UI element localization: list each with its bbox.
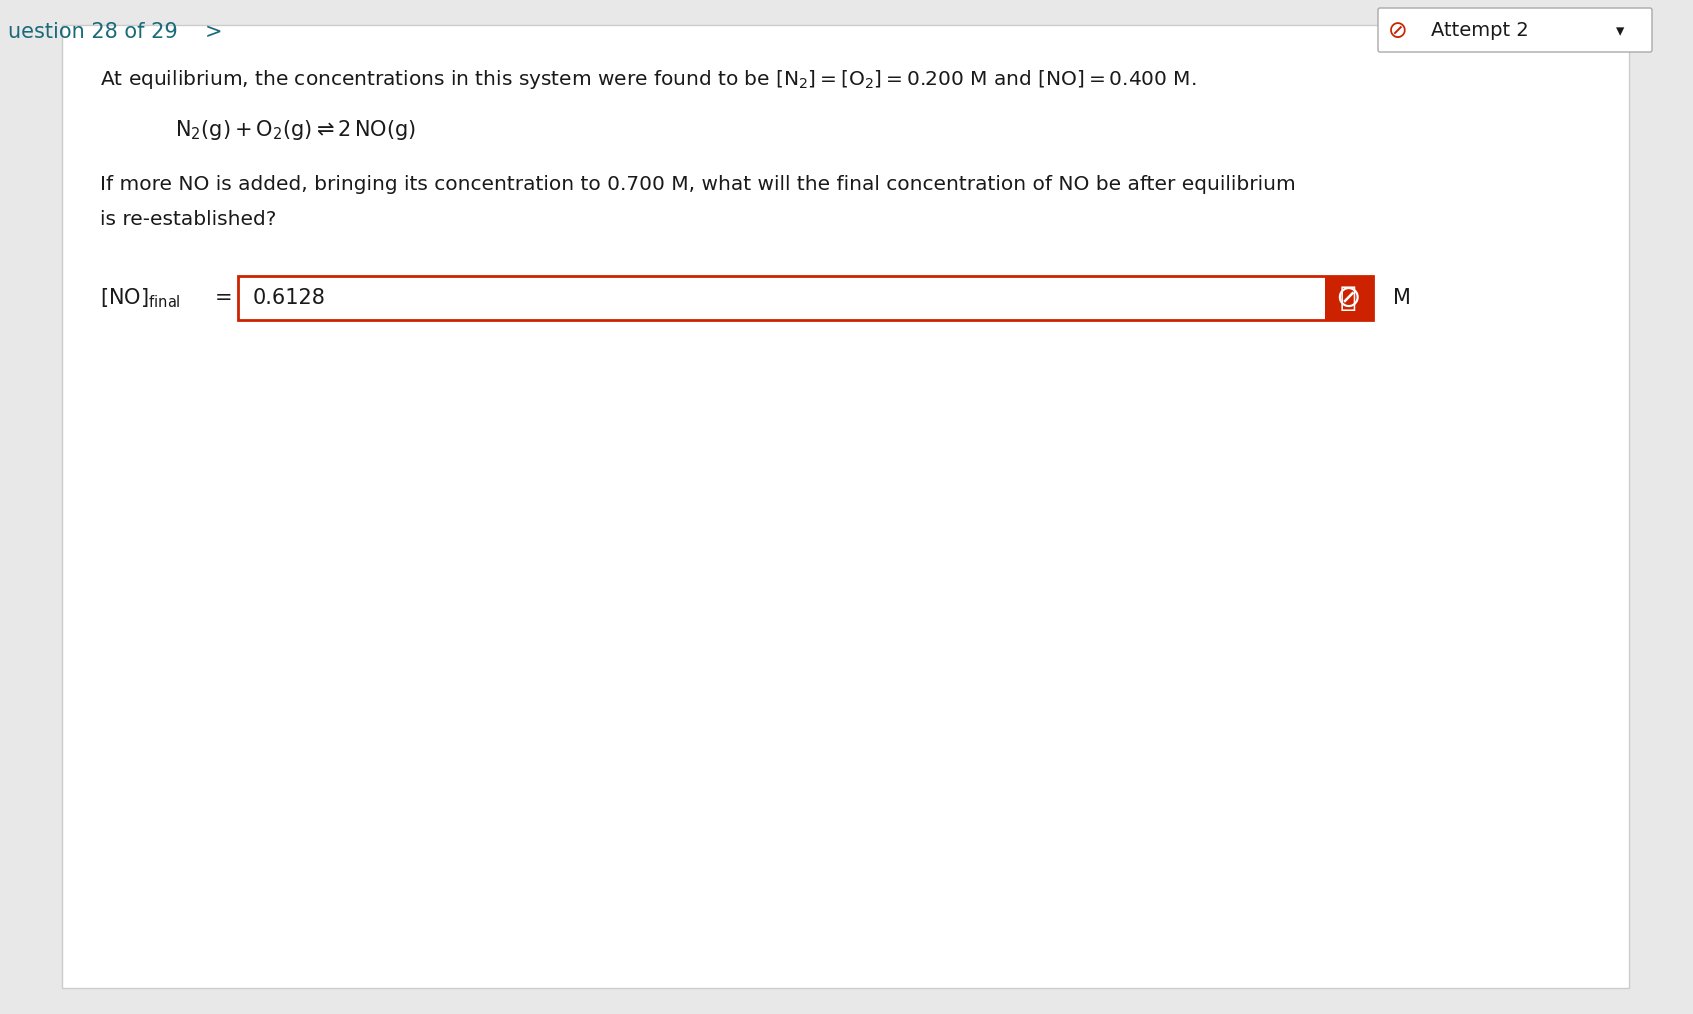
Text: 0.6128: 0.6128 [252,288,325,308]
Text: >: > [205,22,222,42]
Text: ▾: ▾ [1615,22,1624,40]
Text: $\mathrm{N_2(g) + O_2(g) \rightleftharpoons 2\,NO(g)}$: $\mathrm{N_2(g) + O_2(g) \rightleftharpo… [174,118,416,142]
Text: ⊘: ⊘ [1388,19,1409,43]
Text: is re-established?: is re-established? [100,210,276,229]
Text: ⃠: ⃠ [1339,284,1356,312]
Text: uestion 28 of 29: uestion 28 of 29 [8,22,178,42]
Text: =: = [215,288,232,308]
Bar [1326,276,1373,320]
Text: At equilibrium, the concentrations in this system were found to be $[\mathrm{N_2: At equilibrium, the concentrations in th… [100,68,1197,91]
Text: Attempt 2: Attempt 2 [1431,21,1529,41]
Text: If more NO is added, bringing its concentration to 0.700 M, what will the final : If more NO is added, bringing its concen… [100,175,1295,194]
Text: M: M [1393,288,1410,308]
Text: ⊘: ⊘ [1336,284,1361,312]
Bar [239,276,1373,320]
Text: $[\mathrm{NO}]_{\mathrm{final}}$: $[\mathrm{NO}]_{\mathrm{final}}$ [100,286,181,310]
FancyBboxPatch shape [1378,8,1652,52]
